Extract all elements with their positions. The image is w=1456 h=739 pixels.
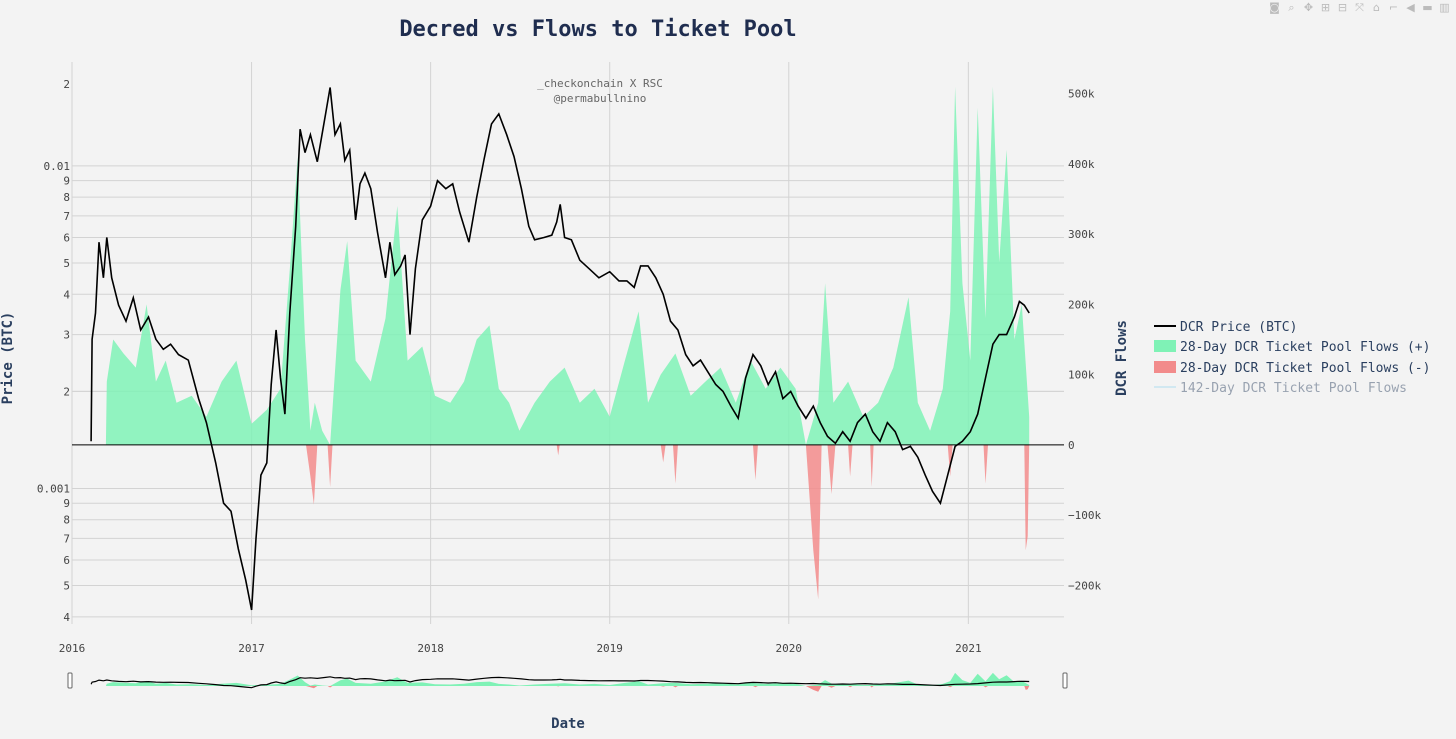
hover-compare-icon[interactable]: ▬ — [1422, 1, 1433, 14]
hover-closest-icon[interactable]: ◀ — [1406, 1, 1415, 14]
y-right-tick-label-0: 500k — [1068, 88, 1095, 101]
y-left-axis-ticks: 2 0.01 9 8 7 6 5 4 3 2 0.001 9 8 7 6 5 4 — [37, 78, 71, 624]
zoom-icon[interactable]: ⌕ — [1288, 1, 1295, 14]
spike-icon[interactable]: ⌐ — [1388, 1, 1399, 14]
legend-swatch-negative — [1154, 361, 1176, 373]
y-left-tick-label-16: 4 — [63, 611, 70, 624]
y-left-tick-label-2: 9 — [63, 175, 70, 188]
y-right-tick-label-6: −100k — [1068, 509, 1101, 522]
chart-title: Decred vs Flows to Ticket Pool — [399, 17, 796, 42]
y-right-tick-label-1: 400k — [1068, 158, 1095, 171]
x-axis-title: Date — [551, 716, 585, 732]
y-left-tick-label-5: 6 — [63, 231, 70, 244]
range-slider-left-handle[interactable] — [67, 672, 73, 689]
negative-flow-area — [306, 444, 1030, 600]
positive-flow-area — [105, 86, 1030, 445]
range-slider-price — [90, 676, 1030, 689]
positive-flow-path — [105, 86, 1030, 445]
negative-flow-path — [306, 444, 1030, 600]
y-left-tick-label-7: 4 — [63, 288, 70, 301]
range-slider-positive-path — [105, 672, 1030, 686]
y-left-tick-label-4: 7 — [63, 210, 70, 223]
y-left-tick-label-6: 5 — [63, 257, 70, 270]
y-left-tick-label-11: 9 — [63, 497, 70, 510]
legend-item-long-flow[interactable]: 142-Day DCR Ticket Pool Flows — [1154, 381, 1407, 396]
zoom-out-icon[interactable]: ⊟ — [1337, 1, 1348, 14]
x-tick-label-1: 2017 — [238, 642, 265, 655]
range-slider-price-path — [90, 676, 1030, 689]
x-axis-ticks: 2016 2017 2018 2019 2020 2021 — [59, 642, 982, 655]
legend-swatch-positive — [1154, 340, 1176, 352]
y-left-tick-label-10: 0.001 — [37, 482, 70, 495]
range-slider-bg[interactable] — [72, 664, 1064, 694]
x-tick-label-5: 2021 — [955, 642, 982, 655]
y-left-tick-label-1: 0.01 — [44, 160, 71, 173]
zoom-in-icon[interactable]: ⊞ — [1320, 1, 1331, 14]
camera-icon[interactable]: ◙ — [1269, 1, 1280, 14]
y-right-tick-label-3: 200k — [1068, 298, 1095, 311]
grid — [71, 62, 1064, 624]
annotation-line2: @permabullnino — [554, 92, 647, 105]
x-tick-label-2: 2018 — [417, 642, 444, 655]
y-left-tick-label-15: 5 — [63, 580, 70, 593]
y-left-tick-label-9: 2 — [63, 385, 70, 398]
legend-label-price: DCR Price (BTC) — [1180, 320, 1297, 335]
legend-item-positive[interactable]: 28-Day DCR Ticket Pool Flows (+) — [1154, 340, 1430, 355]
y-left-tick-label-8: 3 — [63, 329, 70, 342]
annotation-line1: _checkonchain X RSC — [537, 77, 663, 90]
range-slider[interactable] — [67, 664, 1068, 694]
legend-item-negative[interactable]: 28-Day DCR Ticket Pool Flows (-) — [1154, 361, 1430, 376]
y-left-tick-label-0: 2 — [63, 78, 70, 91]
legend: DCR Price (BTC) 28-Day DCR Ticket Pool F… — [1154, 320, 1430, 396]
y-left-axis-title: Price (BTC) — [0, 312, 16, 405]
range-slider-positive — [105, 672, 1030, 686]
modebar: ◙ ⌕ ✥ ⊞ ⊟ ⤧ ⌂ ⌐ ◀ ▬ ▥ — [1269, 2, 1450, 13]
pan-icon[interactable]: ✥ — [1303, 1, 1314, 14]
x-tick-label-3: 2019 — [596, 642, 623, 655]
range-slider-right-handle[interactable] — [1062, 672, 1068, 689]
legend-label-positive: 28-Day DCR Ticket Pool Flows (+) — [1180, 340, 1430, 355]
y-left-tick-label-13: 7 — [63, 532, 70, 545]
legend-label-negative: 28-Day DCR Ticket Pool Flows (-) — [1180, 361, 1430, 376]
autoscale-icon[interactable]: ⤧ — [1355, 1, 1364, 14]
y-right-tick-label-5: 0 — [1068, 439, 1075, 452]
x-tick-label-0: 2016 — [59, 642, 86, 655]
y-right-tick-label-2: 300k — [1068, 228, 1095, 241]
plotly-logo-icon[interactable]: ▥ — [1439, 1, 1450, 14]
y-left-tick-label-14: 6 — [63, 554, 70, 567]
legend-label-long-flow: 142-Day DCR Ticket Pool Flows — [1180, 381, 1407, 396]
legend-item-price[interactable]: DCR Price (BTC) — [1154, 320, 1297, 335]
price-line-path — [90, 87, 1030, 611]
y-right-tick-label-4: 100k — [1068, 369, 1095, 382]
y-left-tick-label-12: 8 — [63, 514, 70, 527]
y-right-axis-title: DCR Flows — [1114, 320, 1130, 396]
x-tick-label-4: 2020 — [776, 642, 803, 655]
price-line — [90, 87, 1030, 611]
y-left-tick-label-3: 8 — [63, 191, 70, 204]
home-icon[interactable]: ⌂ — [1373, 1, 1380, 14]
y-right-axis-ticks: 500k 400k 300k 200k 100k 0 −100k −200k — [1068, 88, 1101, 593]
y-right-tick-label-7: −200k — [1068, 579, 1101, 592]
